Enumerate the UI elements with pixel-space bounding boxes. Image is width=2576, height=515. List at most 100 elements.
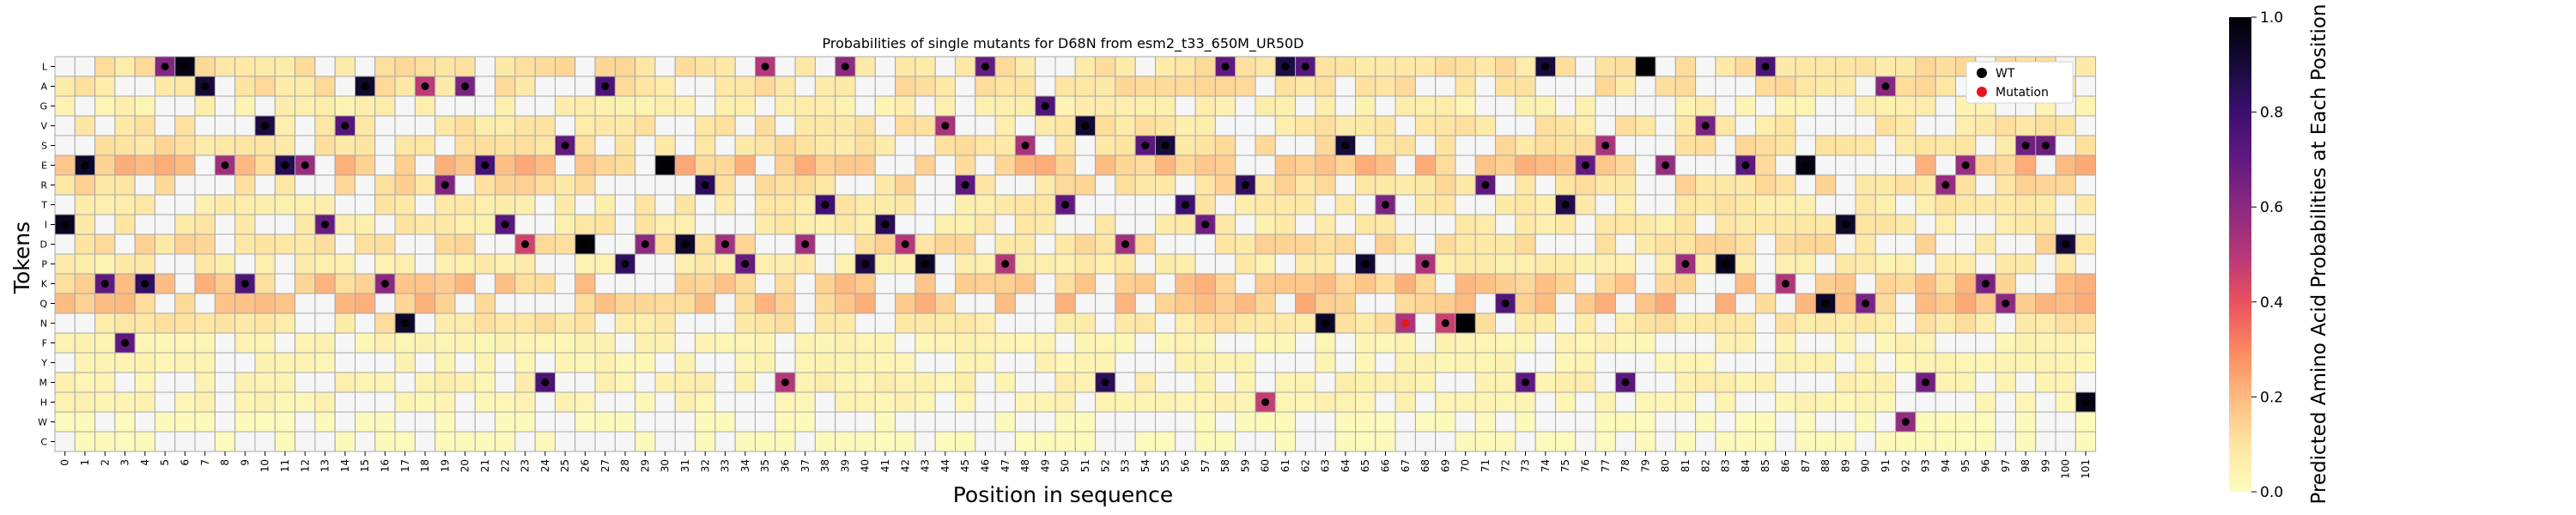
wt-marker: [821, 201, 829, 209]
heatmap-cell: [1795, 391, 1816, 413]
heatmap-cell: [714, 391, 736, 413]
heatmap-cell: [1394, 391, 1416, 413]
heatmap-cell: [474, 431, 496, 452]
heatmap-cell: [755, 115, 776, 136]
heatmap-cell: [895, 76, 916, 97]
heatmap-cell: [1315, 115, 1336, 136]
heatmap-cell: [1435, 332, 1456, 354]
wt-marker: [1021, 142, 1030, 149]
heatmap-cell: [1115, 76, 1136, 97]
heatmap-cell: [1835, 293, 1856, 314]
heatmap-cell: [1375, 56, 1396, 77]
heatmap-cell: [1655, 312, 1676, 334]
wt-marker: [801, 240, 810, 248]
heatmap-cell: [695, 253, 716, 275]
heatmap-cell: [534, 293, 556, 314]
wt-marker: [1621, 379, 1630, 386]
heatmap-cell: [1495, 233, 1516, 255]
heatmap-cell: [1414, 431, 1437, 452]
heatmap-cell: [374, 352, 396, 373]
heatmap-cell: [934, 273, 956, 294]
heatmap-cell: [1014, 194, 1036, 215]
heatmap-cell: [1555, 135, 1577, 156]
heatmap-cell: [1795, 372, 1816, 393]
heatmap-cell: [1355, 154, 1376, 176]
heatmap-cell: [1515, 273, 1536, 294]
heatmap-cell: [594, 154, 616, 176]
wt-marker: [461, 82, 470, 90]
heatmap-cell: [474, 293, 496, 314]
heatmap-cell: [734, 372, 756, 393]
heatmap-cell: [955, 391, 976, 413]
heatmap-cell: [1575, 411, 1596, 433]
heatmap-cell: [394, 76, 416, 97]
heatmap-cell: [814, 273, 836, 294]
heatmap-cell: [1674, 154, 1697, 176]
heatmap-cell: [775, 154, 796, 176]
heatmap-cell: [274, 194, 296, 215]
heatmap-cell: [234, 391, 256, 413]
heatmap-cell: [775, 76, 796, 97]
position-tick-label: 50: [1060, 459, 1072, 472]
colorbar-tick-label: 0.4: [2260, 294, 2283, 312]
heatmap-cell: [1175, 233, 1196, 255]
heatmap-cell: [1455, 174, 1476, 196]
heatmap-cell: [1115, 56, 1136, 77]
heatmap-cell: [1315, 391, 1336, 413]
heatmap-cell: [955, 135, 976, 156]
heatmap-cell: [1414, 352, 1437, 373]
heatmap-cell: [755, 293, 776, 314]
heatmap-cell: [1635, 253, 1656, 275]
heatmap-cell: [1555, 352, 1577, 373]
heatmap-cell: [174, 431, 196, 452]
heatmap-cell: [1274, 214, 1297, 235]
heatmap-cell: [835, 214, 856, 235]
heatmap-cell: [734, 154, 756, 176]
heatmap-cell: [895, 273, 916, 294]
heatmap-cell: [1534, 95, 1556, 117]
heatmap-cell: [114, 214, 136, 235]
heatmap-cell: [1315, 332, 1336, 354]
heatmap-cell: [854, 56, 876, 77]
heatmap-cell: [1455, 431, 1476, 452]
x-axis-label: Position in sequence: [953, 482, 1174, 507]
heatmap-cell: [654, 391, 676, 413]
heatmap-cell: [755, 352, 776, 373]
heatmap-cell: [1614, 332, 1637, 354]
heatmap-cell: [1455, 332, 1476, 354]
heatmap-cell: [874, 76, 896, 97]
heatmap-cell: [934, 56, 956, 77]
heatmap-cell: [1735, 293, 1756, 314]
wt-marker: [761, 63, 769, 70]
heatmap-cell: [1074, 56, 1097, 77]
heatmap-cell: [1175, 154, 1196, 176]
heatmap-cell: [734, 194, 756, 215]
heatmap-cell: [194, 372, 216, 393]
heatmap-cell: [1635, 391, 1656, 413]
heatmap-cell: [495, 154, 516, 176]
heatmap-cell: [1274, 233, 1297, 255]
heatmap-cell: [1495, 76, 1516, 97]
heatmap-cell: [1455, 56, 1476, 77]
heatmap-cell: [414, 391, 436, 413]
heatmap-cell: [1194, 431, 1216, 452]
heatmap-cell: [355, 174, 376, 196]
heatmap-cell: [334, 174, 356, 196]
heatmap-cell: [1134, 312, 1156, 334]
heatmap-cell: [654, 352, 676, 373]
heatmap-cell: [454, 293, 476, 314]
heatmap-cell: [1474, 115, 1497, 136]
heatmap-cell: [895, 352, 916, 373]
heatmap-cell: [1194, 194, 1216, 215]
heatmap-cell: [1814, 154, 1837, 176]
heatmap-cell: [1355, 273, 1376, 294]
position-tick-label: 91: [1880, 459, 1892, 472]
heatmap-cell: [1855, 194, 1876, 215]
heatmap-cell: [1555, 233, 1577, 255]
heatmap-cell: [134, 332, 155, 354]
heatmap-cell: [1394, 352, 1416, 373]
heatmap-cell: [775, 95, 796, 117]
heatmap-cell: [1814, 233, 1837, 255]
heatmap-cell: [355, 293, 376, 314]
heatmap-cell: [1274, 293, 1297, 314]
